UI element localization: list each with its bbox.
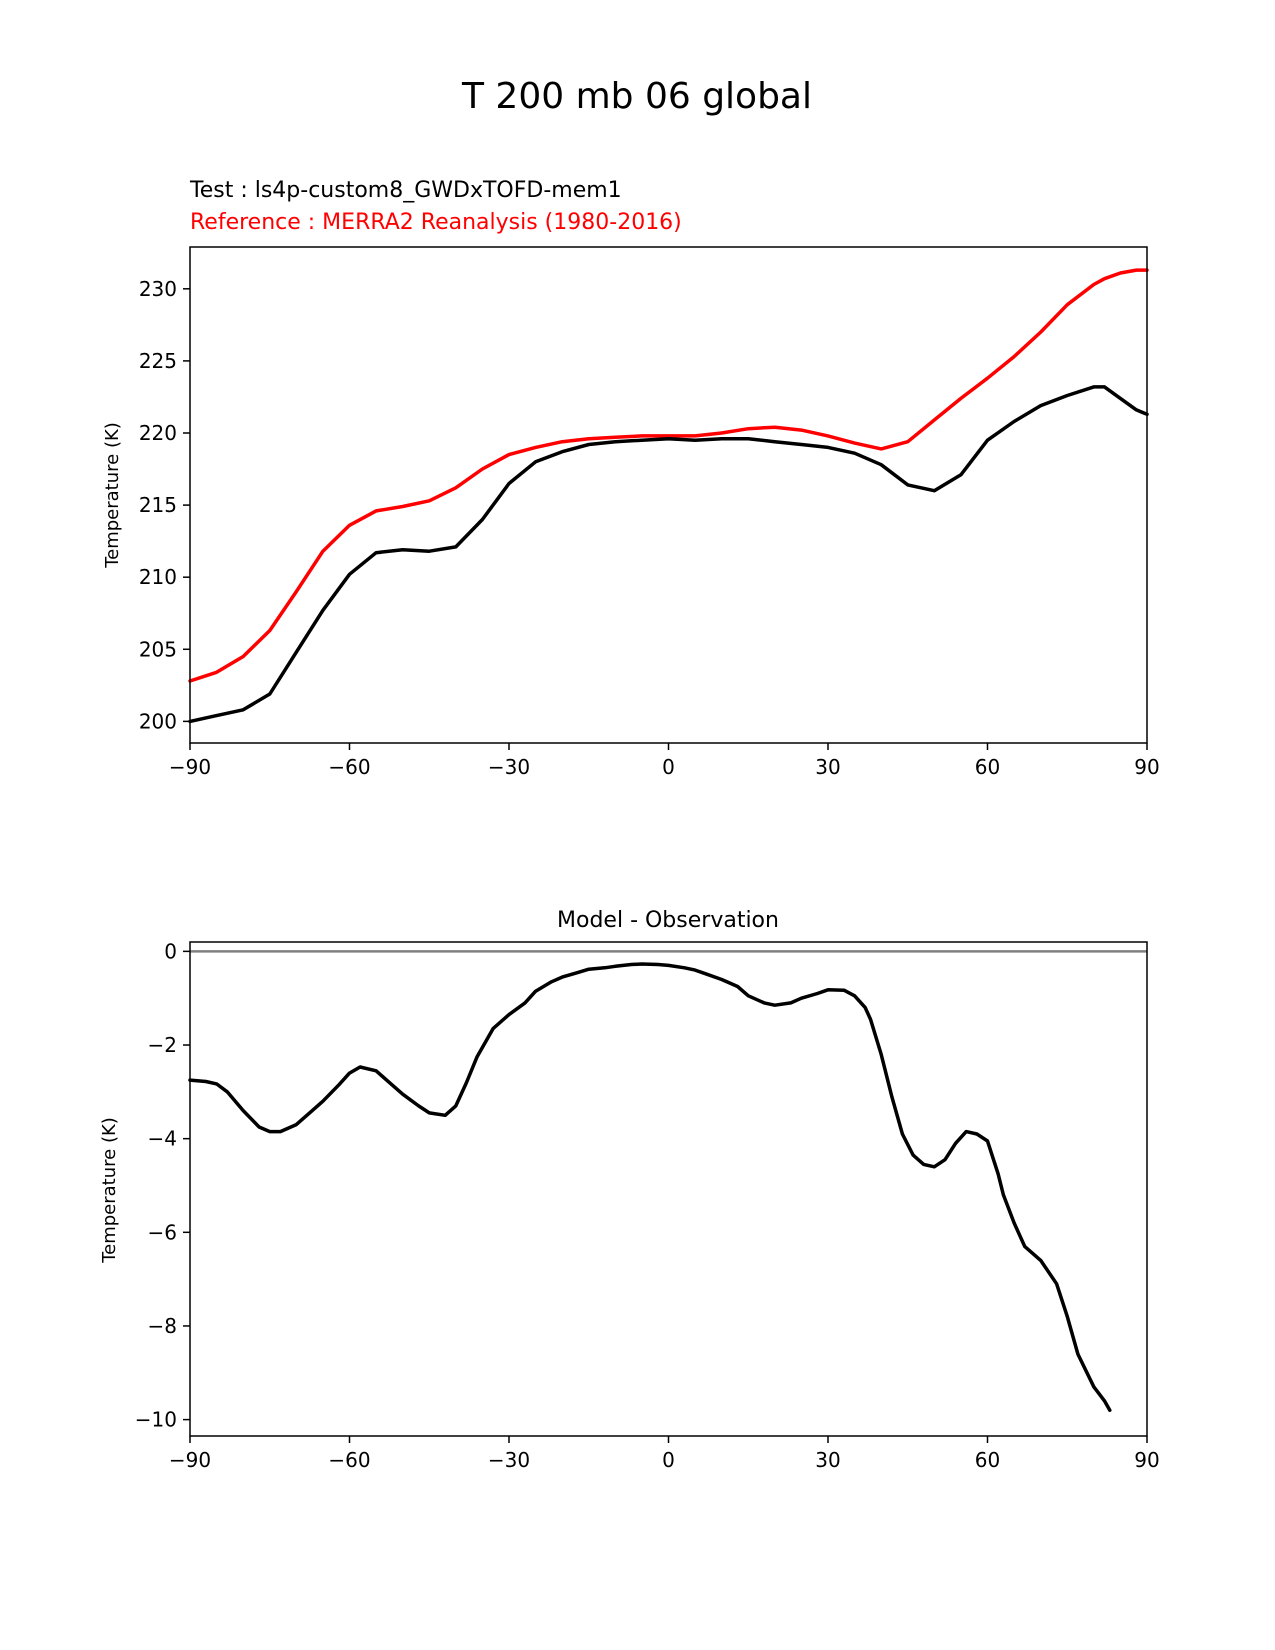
top-x-tick-label: −30 [488,755,530,779]
top-y-tick-label: 210 [139,565,177,589]
temperature-panel: Test : ls4p-custom8_GWDxTOFD-mem1 Refere… [102,178,1160,779]
top-y-tick-label: 225 [139,349,177,373]
bottom-x-tick-label: 30 [815,1448,840,1472]
bottom-x-tick-label: −60 [328,1448,370,1472]
bottom-x-tick-label: 60 [975,1448,1000,1472]
bottom-y-tick-label: −4 [148,1127,177,1151]
bottom-y-tick-label: −6 [148,1220,177,1244]
top-y-axis-label: Temperature (K) [102,422,123,569]
bottom-y-tick-label: 0 [164,939,177,963]
top-y-tick-label: 205 [139,637,177,661]
top-plot-frame [189,246,1148,744]
bottom-y-tick-label: −8 [148,1314,177,1338]
top-y-tick-label: 215 [139,493,177,517]
legend-reference-label: Reference : MERRA2 Reanalysis (1980-2016… [190,210,682,235]
bottom-x-tick-label: −30 [488,1448,530,1472]
legend-test-label: Test : ls4p-custom8_GWDxTOFD-mem1 [189,178,622,203]
top-series-test-line [188,385,1149,724]
top-series-reference-line [188,268,1149,683]
bottom-x-tick-label: 90 [1134,1448,1159,1472]
bottom-plot-frame [189,941,1148,1437]
figure-title: T 200 mb 06 global [461,76,812,117]
difference-panel: Model - Observation −90 −60 −30 0 30 60 90 0 −2 −… [99,908,1160,1472]
bottom-x-tick-label: −90 [169,1448,211,1472]
top-x-tick-label: 90 [1134,755,1159,779]
bottom-y-axis-label: Temperature (K) [99,1117,120,1264]
top-x-tick-label: −90 [169,755,211,779]
bottom-x-tick-label: 0 [662,1448,675,1472]
bottom-series-model-observation-line [188,962,1112,1412]
top-x-tick-label: −60 [328,755,370,779]
top-x-tick-label: 60 [975,755,1000,779]
bottom-y-tick-label: −2 [148,1033,177,1057]
top-x-tick-label: 0 [662,755,675,779]
top-y-tick-label: 220 [139,421,177,445]
top-y-tick-label: 200 [139,709,177,733]
top-y-tick-label: 230 [139,277,177,301]
top-x-tick-label: 30 [815,755,840,779]
bottom-panel-title: Model - Observation [557,908,779,933]
bottom-y-tick-label: −10 [135,1408,177,1432]
